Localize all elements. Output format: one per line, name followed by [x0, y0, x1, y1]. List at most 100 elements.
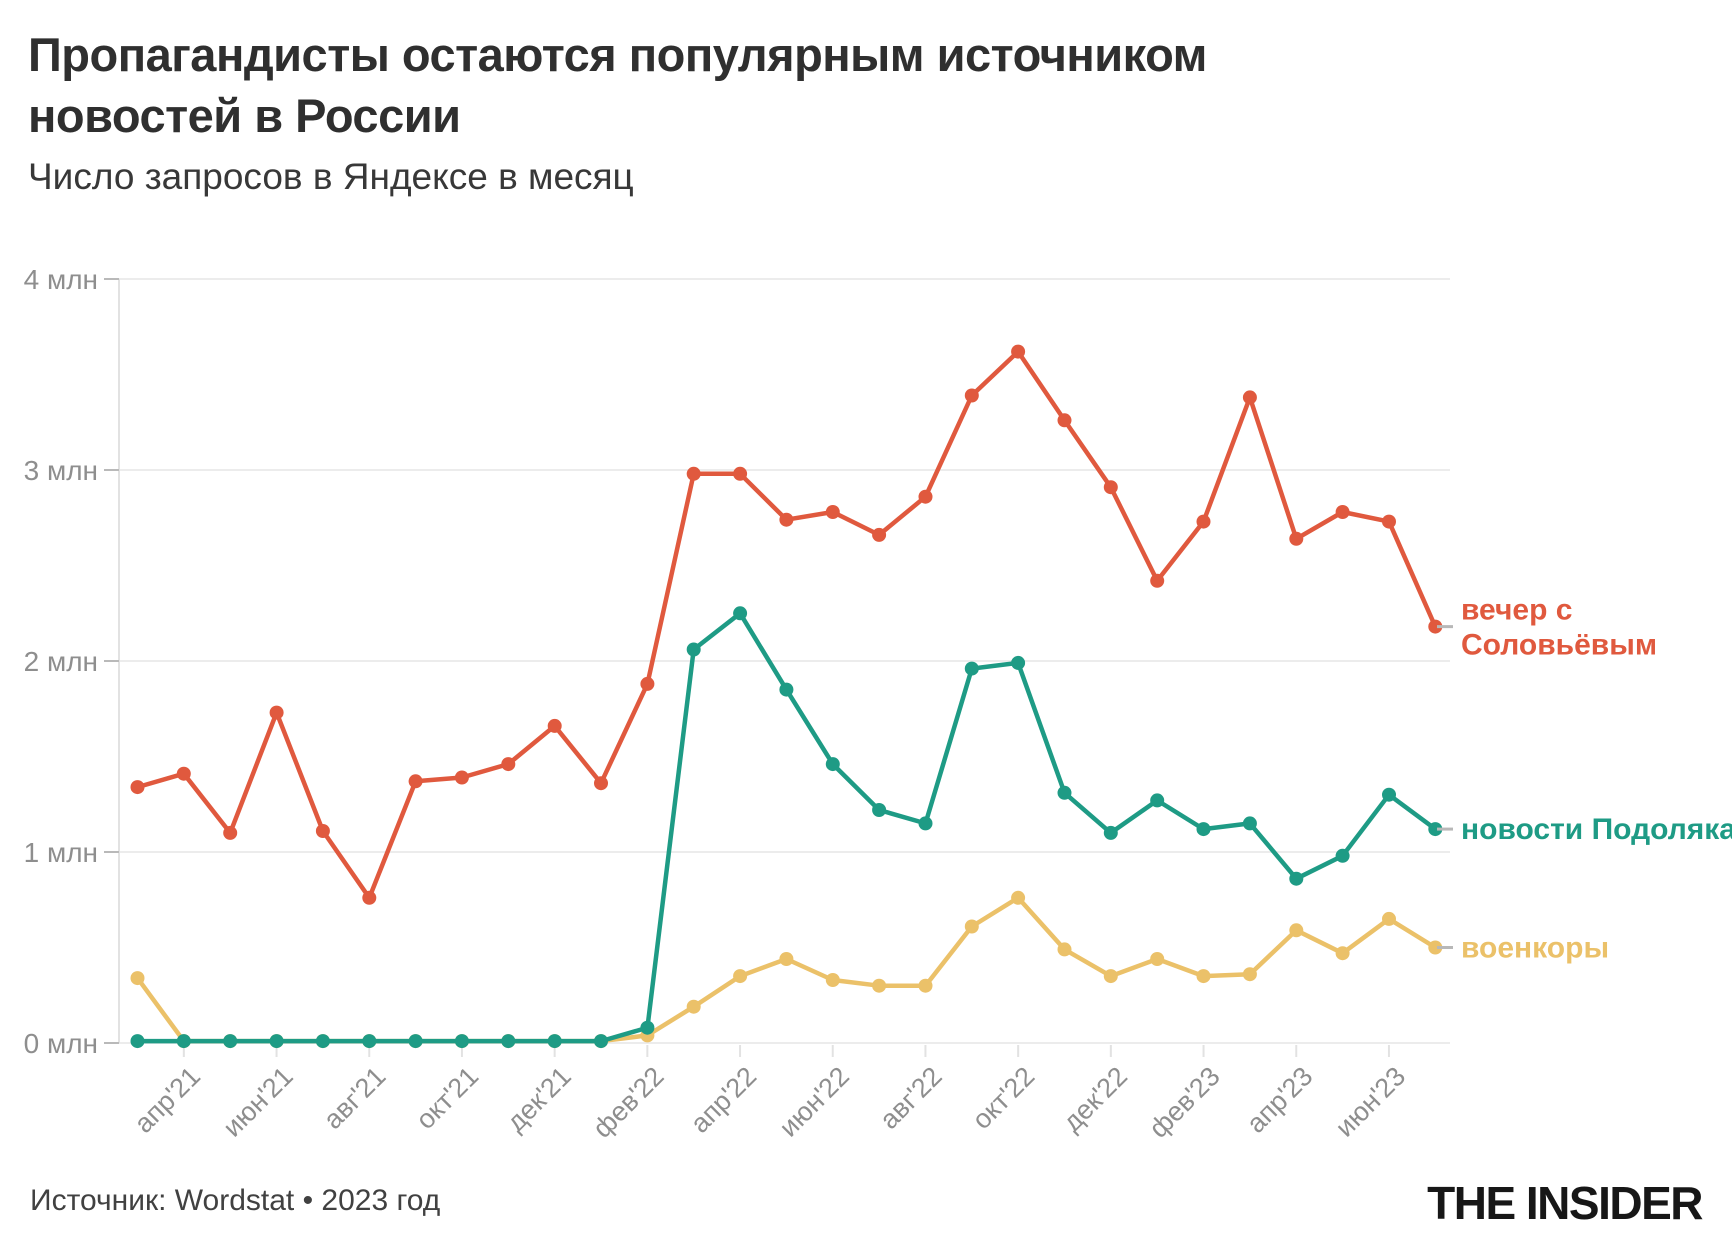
data-point	[362, 890, 377, 905]
series-2	[130, 890, 1443, 1049]
legend-label: военкоры	[1461, 932, 1609, 965]
legend-label: новости Подоляка	[1461, 813, 1732, 846]
x-axis-labels: апр'21 июн'21 авг'21 окт'21 дек'21 фев'22 апр'…	[128, 1061, 1411, 1144]
data-point	[1428, 619, 1443, 634]
data-point	[501, 757, 516, 772]
data-point	[269, 705, 284, 720]
data-point	[1103, 480, 1118, 495]
data-point	[176, 766, 191, 781]
x-tick-label: окт'22	[966, 1061, 1040, 1135]
data-point	[918, 978, 933, 993]
data-point	[315, 824, 330, 838]
data-point	[547, 718, 562, 733]
data-point	[454, 770, 469, 785]
y-axis-labels: 0 млн 1 млн 2 млн 3 млн 4 млн	[24, 264, 98, 1059]
legend-label: вечер с Соловьёвым	[1461, 594, 1657, 662]
x-tick-label: июн'22	[773, 1061, 855, 1143]
data-point	[1428, 940, 1443, 955]
data-point	[733, 969, 748, 984]
data-point	[130, 780, 145, 795]
x-tick-label: апр'23	[1241, 1061, 1319, 1139]
data-point	[1382, 514, 1396, 529]
legend-1: новости Подоляка	[1437, 813, 1732, 846]
y-axis-ticks	[104, 278, 119, 1044]
data-point	[1196, 822, 1211, 837]
data-point	[1335, 505, 1350, 519]
x-tick-label: июн'23	[1330, 1061, 1412, 1143]
x-tick-label: авг'21	[318, 1061, 392, 1135]
data-point	[1335, 848, 1350, 863]
data-point	[686, 999, 701, 1014]
data-point	[1289, 531, 1304, 546]
data-point	[918, 489, 933, 504]
data-point	[501, 1034, 516, 1049]
x-axis-ticks	[182, 1045, 1390, 1057]
source-note: Источник: Wordstat • 2023 год	[30, 1184, 441, 1217]
the-insider-logo: THE INSIDER	[1427, 1177, 1703, 1229]
chart-header: Пропагандисты остаются популярным источн…	[28, 24, 1207, 198]
data-point	[362, 1034, 377, 1049]
data-point	[1382, 911, 1396, 926]
data-point	[130, 1034, 145, 1049]
series-0	[130, 344, 1443, 905]
data-point	[1150, 793, 1165, 808]
series-line	[135, 611, 1438, 1044]
series-line	[135, 349, 1438, 901]
data-point	[964, 388, 979, 403]
x-tick-label: дек'22	[1057, 1061, 1133, 1137]
data-point	[686, 466, 701, 481]
data-point	[1428, 822, 1443, 837]
x-tick-label: окт'21	[410, 1061, 484, 1135]
x-tick-label: авг'22	[874, 1061, 948, 1135]
data-point	[1103, 969, 1118, 984]
data-point	[640, 1020, 655, 1035]
data-point	[779, 512, 794, 527]
x-tick-label: дек'21	[501, 1061, 577, 1137]
y-tick-label: 2 млн	[24, 646, 98, 677]
data-point	[594, 776, 608, 791]
y-tick-label: 3 млн	[24, 455, 98, 486]
data-point	[594, 1034, 608, 1049]
x-tick-label: апр'21	[128, 1061, 206, 1139]
data-point	[1196, 514, 1211, 529]
data-point	[825, 757, 840, 772]
data-point	[686, 642, 701, 657]
data-point	[223, 825, 238, 840]
data-point	[779, 682, 794, 697]
chart-title-line1: Пропагандисты остаются популярным источн…	[28, 28, 1207, 81]
data-point	[1335, 946, 1350, 961]
data-point	[1196, 969, 1211, 984]
data-point	[1011, 655, 1026, 670]
data-point	[1057, 785, 1072, 800]
y-tick-label: 4 млн	[24, 264, 98, 295]
data-point	[964, 661, 979, 676]
data-point	[223, 1034, 238, 1049]
data-point	[733, 466, 748, 481]
series-line	[135, 895, 1438, 1044]
chart-subtitle: Число запросов в Яндексе в месяц	[28, 156, 634, 197]
data-point	[825, 973, 840, 987]
data-point	[408, 774, 423, 789]
data-point	[130, 971, 145, 986]
y-tick-label: 1 млн	[24, 837, 98, 868]
data-point	[176, 1034, 191, 1049]
y-tick-label: 0 млн	[24, 1028, 98, 1059]
data-point	[872, 803, 887, 817]
chart-title-line2: новостей в России	[28, 89, 461, 142]
data-point	[269, 1034, 284, 1049]
data-point	[733, 606, 748, 621]
x-tick-label: июн'21	[217, 1061, 299, 1143]
data-point	[454, 1034, 469, 1049]
data-point	[547, 1034, 562, 1049]
data-point	[640, 676, 655, 691]
data-point	[918, 816, 933, 831]
data-point	[1289, 923, 1304, 938]
data-point	[315, 1034, 330, 1049]
data-point	[1382, 787, 1396, 802]
data-point	[1057, 413, 1072, 428]
data-point	[779, 952, 794, 966]
legend-0: вечер с Соловьёвым	[1437, 594, 1657, 662]
data-point	[1289, 871, 1304, 886]
